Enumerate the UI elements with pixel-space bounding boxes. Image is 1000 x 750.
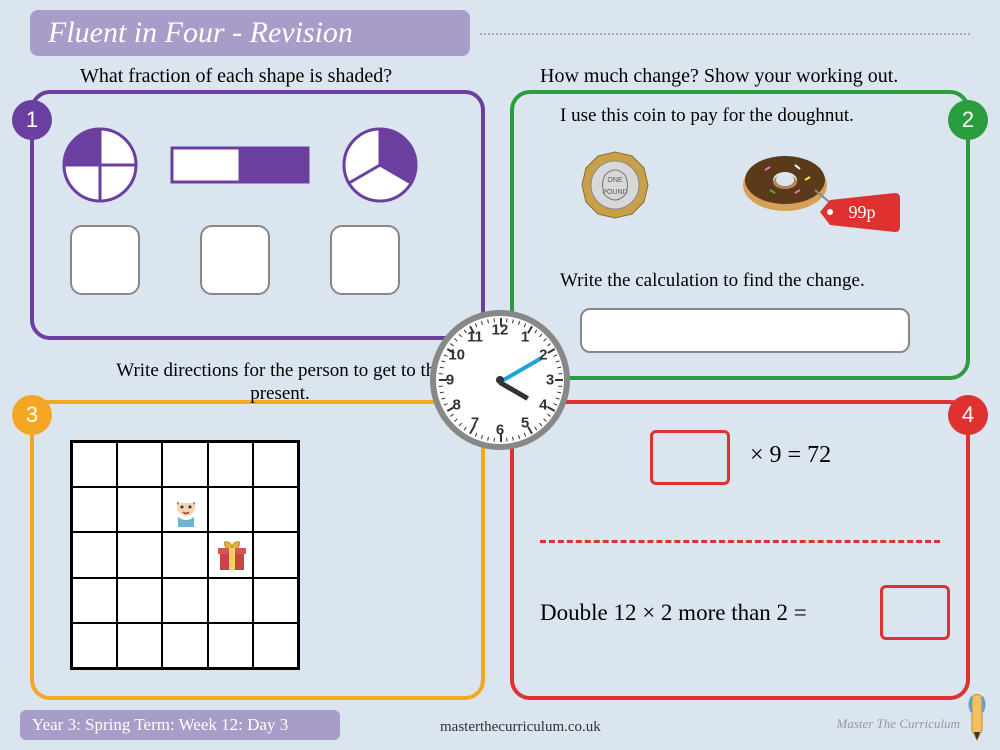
eq1-text: × 9 = 72 <box>750 442 831 469</box>
direction-grid <box>70 440 300 670</box>
answer-box-1[interactable] <box>70 225 140 295</box>
pie-thirds-icon <box>340 125 420 205</box>
q2-instruction: Write the calculation to find the change… <box>560 270 865 292</box>
rect-half-icon <box>170 140 310 190</box>
person-icon <box>168 493 204 529</box>
footer-url: masterthecurriculum.co.uk <box>440 719 601 736</box>
clock-number: 9 <box>446 372 454 389</box>
clock-number: 2 <box>539 347 547 364</box>
brand-text: Master The Curriculum <box>837 716 961 732</box>
clock-number: 4 <box>539 397 547 414</box>
clock-number: 11 <box>467 328 483 345</box>
title-bar: Fluent in Four - Revision <box>30 10 470 56</box>
footer-bar: Year 3: Spring Term: Week 12: Day 3 <box>20 710 340 740</box>
clock-number: 3 <box>546 372 554 389</box>
present-icon <box>214 538 250 574</box>
badge-4: 4 <box>948 395 988 435</box>
price-text: 99p <box>849 202 876 222</box>
badge-1: 1 <box>12 100 52 140</box>
calculation-input[interactable] <box>580 308 910 353</box>
eq2-answer-box[interactable] <box>880 585 950 640</box>
q3-prompt: Write directions for the person to get t… <box>110 360 450 406</box>
q1-prompt: What fraction of each shape is shaded? <box>80 65 392 88</box>
eq2-text: Double 12 × 2 more than 2 = <box>540 600 807 626</box>
price-tag-icon: 99p <box>810 185 900 235</box>
pie-quarters-icon <box>60 125 140 205</box>
panel-equations <box>510 400 970 700</box>
answer-boxes <box>70 225 450 295</box>
pencil-icon <box>962 692 992 742</box>
badge-3: 3 <box>12 395 52 435</box>
clock-icon: 121234567891011 <box>430 310 570 450</box>
eq-divider <box>540 540 940 543</box>
eq1-answer-box[interactable] <box>650 430 730 485</box>
pound-coin-icon: ONE POUND <box>580 150 650 220</box>
page-title: Fluent in Four - Revision <box>48 16 353 50</box>
footer-label: Year 3: Spring Term: Week 12: Day 3 <box>32 715 288 735</box>
answer-box-2[interactable] <box>200 225 270 295</box>
badge-2: 2 <box>948 100 988 140</box>
title-divider <box>480 33 970 35</box>
q2-sub: I use this coin to pay for the doughnut. <box>560 105 854 127</box>
q2-prompt: How much change? Show your working out. <box>540 65 898 88</box>
shapes-row <box>60 120 460 210</box>
answer-box-3[interactable] <box>330 225 400 295</box>
clock-number: 8 <box>453 397 461 414</box>
svg-text:ONE: ONE <box>607 177 623 184</box>
svg-text:POUND: POUND <box>602 189 627 196</box>
